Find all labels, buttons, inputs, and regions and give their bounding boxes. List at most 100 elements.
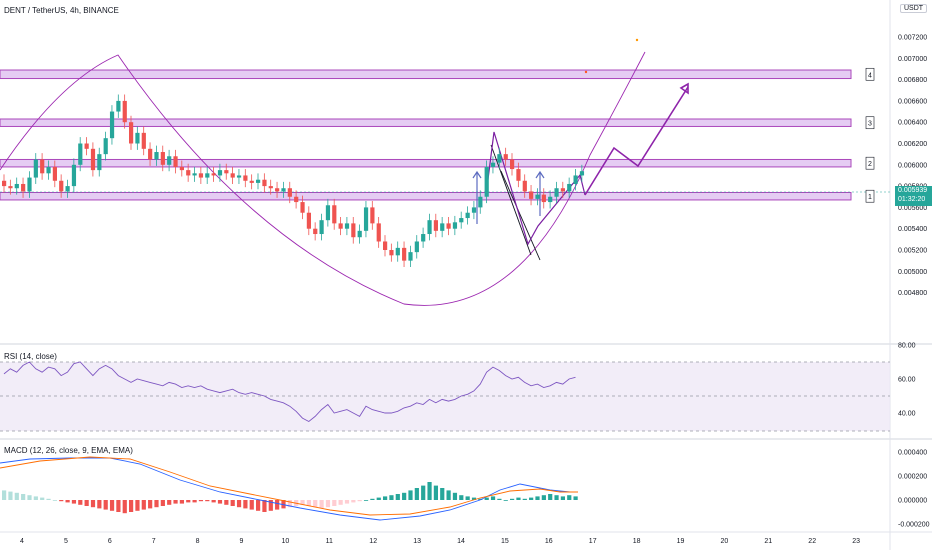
candle-body — [535, 194, 540, 199]
macd-histogram-bar — [389, 495, 394, 500]
macd-histogram-bar — [567, 495, 572, 500]
macd-histogram-bar — [370, 498, 375, 500]
macd-histogram-bar — [84, 500, 89, 506]
candle-body — [52, 166, 57, 181]
candle-body — [573, 175, 578, 184]
price-axis-tick: 0.005000 — [898, 269, 927, 276]
rsi-axis-tick: 40.00 — [898, 411, 916, 418]
candle-body — [510, 159, 515, 170]
macd-indicator-label[interactable]: MACD (12, 26, close, 9, EMA, EMA) — [4, 446, 133, 455]
time-axis[interactable]: 4 5 6 7 8 9 10 11 12 13 14 15 16 17 18 19 20 21 22 23 — [20, 538, 860, 545]
chart-drawings — [0, 38, 890, 306]
candle-body — [236, 175, 242, 178]
macd-histogram-bar — [459, 495, 464, 500]
macd-histogram-bar — [510, 498, 515, 500]
candle-body — [262, 179, 267, 187]
macd-histogram-bar — [192, 500, 197, 503]
zone-label-box — [865, 156, 875, 170]
macd-histogram-bar — [497, 498, 502, 500]
macd-histogram-bar — [421, 485, 426, 500]
candle-body — [243, 175, 248, 181]
macd-histogram-bar — [465, 496, 470, 500]
currency-label: USDT — [904, 5, 924, 12]
candle-body — [160, 152, 165, 165]
macd-histogram-bar — [135, 500, 140, 511]
macd-histogram-bar — [249, 500, 254, 510]
candle-body — [344, 223, 350, 229]
macd-histogram-bar — [344, 500, 350, 504]
candle-body — [205, 173, 210, 178]
macd-histogram-bar — [40, 497, 45, 500]
candle-body — [389, 250, 394, 256]
candle-body — [59, 180, 64, 192]
price-axis-tick: 0.006200 — [898, 141, 927, 148]
macd-signal-line — [0, 456, 578, 516]
candle-body — [554, 188, 559, 197]
candle-body — [363, 207, 369, 231]
candle-body — [268, 186, 273, 189]
symbol-title[interactable]: DENT / TetherUS, 4h, BINANCE — [4, 6, 119, 15]
candle-body — [40, 159, 45, 174]
candle-body — [402, 247, 407, 261]
price-axis-tick: 0.004800 — [898, 290, 927, 297]
projection-arrowhead — [679, 82, 689, 95]
macd-axis[interactable]: 0.000400 0.000200 0.000000 -0.000200 — [898, 450, 930, 529]
macd-histogram-bar — [243, 500, 248, 509]
zone-label-box — [865, 189, 875, 203]
candle-body — [503, 154, 508, 160]
macd-histogram-bar — [33, 496, 38, 500]
macd-histogram-bar — [90, 500, 96, 508]
macd-histogram-bar — [414, 488, 419, 500]
macd-histogram-bar — [154, 500, 159, 508]
macd-histogram-bar — [313, 500, 318, 508]
candle-body — [198, 173, 204, 178]
candle-body — [490, 162, 496, 167]
candle-body — [135, 132, 140, 144]
time-axis-tick: 15 — [501, 538, 509, 545]
zone-rect — [0, 69, 852, 80]
rsi-indicator-label[interactable]: RSI (14, close) — [4, 352, 57, 361]
macd-histogram-bar — [116, 500, 121, 512]
time-axis-tick: 13 — [413, 538, 421, 545]
candle-body — [173, 156, 178, 167]
macd-histogram-bar — [548, 494, 553, 500]
price-candles — [2, 94, 585, 268]
macd-histogram-bar — [529, 497, 534, 500]
candle-body — [249, 180, 254, 183]
macd-histogram-bar — [351, 500, 356, 503]
price-axis[interactable]: 0.007200 0.007000 0.006800 0.006600 0.006400… — [898, 35, 927, 298]
zone-label-box — [865, 67, 875, 81]
macd-histogram-bar — [275, 500, 280, 510]
price-axis-tick: 0.005600 — [898, 205, 927, 212]
zone-rect — [0, 118, 852, 127]
time-axis-tick: 18 — [633, 538, 641, 545]
macd-histogram-bar — [65, 500, 70, 503]
time-axis-tick: 21 — [764, 538, 772, 545]
macd-histogram-bar — [490, 496, 496, 500]
macd-histogram-bar — [262, 500, 267, 512]
rsi-axis[interactable]: 80.00 60.00 40.00 — [898, 343, 916, 418]
currency-button[interactable]: USDT — [900, 4, 928, 13]
marker-dot-2 — [584, 70, 588, 74]
macd-histogram-bar — [14, 492, 19, 500]
zone-label: 3 — [868, 121, 872, 128]
time-axis-tick: 10 — [282, 538, 290, 545]
time-axis-tick: 17 — [589, 538, 597, 545]
macd-histogram-bar — [357, 500, 362, 502]
candle-body — [376, 223, 381, 242]
candle-body — [338, 223, 343, 229]
candle-body — [529, 191, 534, 199]
candle-body — [217, 170, 223, 176]
macd-histogram-bar — [573, 496, 578, 500]
price-axis-tick: 0.005400 — [898, 226, 927, 233]
macd-histogram-bar — [332, 500, 337, 506]
candle-body — [103, 138, 108, 155]
macd-histogram-bar — [78, 500, 83, 505]
candle-body — [148, 148, 153, 160]
candle-body — [300, 202, 305, 213]
macd-histogram-bar — [160, 500, 165, 506]
candle-body — [357, 230, 362, 238]
flag-channel-lower — [500, 170, 541, 261]
candle-body — [65, 186, 70, 192]
